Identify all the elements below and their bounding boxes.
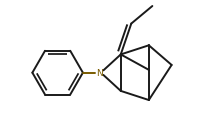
Text: N: N xyxy=(96,69,103,78)
